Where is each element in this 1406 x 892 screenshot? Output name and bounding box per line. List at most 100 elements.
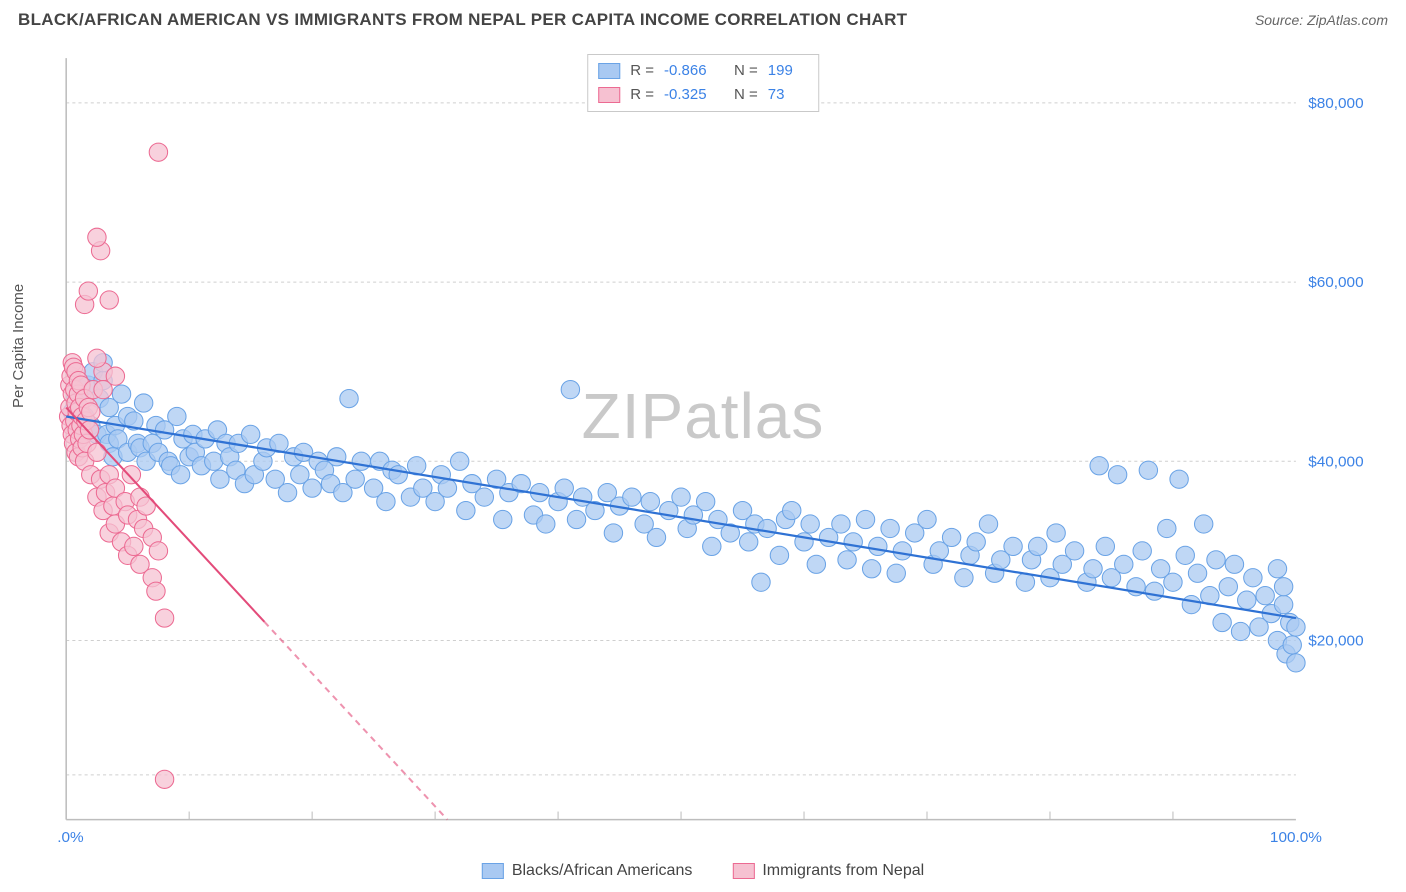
data-point-blue (752, 573, 770, 591)
data-point-blue (623, 488, 641, 506)
data-point-pink (149, 143, 167, 161)
data-point-blue (438, 479, 456, 497)
x-tick-label: 0.0% (58, 829, 84, 846)
data-point-blue (844, 533, 862, 551)
data-point-blue (1115, 555, 1133, 573)
data-point-blue (1004, 537, 1022, 555)
data-point-blue (672, 488, 690, 506)
data-point-blue (567, 510, 585, 528)
data-point-blue (807, 555, 825, 573)
legend-swatch (732, 863, 754, 879)
data-point-blue (1188, 564, 1206, 582)
regression-line-pink-dashed (264, 622, 447, 820)
stats-row-pink: R =-0.325N =73 (598, 83, 808, 107)
data-point-pink (147, 582, 165, 600)
legend-swatch (482, 863, 504, 879)
data-point-blue (352, 452, 370, 470)
data-point-blue (869, 537, 887, 555)
data-point-blue (241, 425, 259, 443)
stat-n-label: N = (734, 83, 758, 107)
data-point-blue (1182, 596, 1200, 614)
data-point-blue (758, 519, 776, 537)
data-point-pink (94, 380, 112, 398)
data-point-blue (1287, 654, 1305, 672)
data-point-blue (838, 551, 856, 569)
data-point-blue (1287, 618, 1305, 636)
bottom-legend: Blacks/African Americans Immigrants from … (482, 862, 924, 880)
data-point-blue (1145, 582, 1163, 600)
data-point-blue (641, 492, 659, 510)
legend-item: Immigrants from Nepal (732, 862, 924, 880)
data-point-blue (739, 533, 757, 551)
data-point-blue (1231, 622, 1249, 640)
data-point-pink (88, 349, 106, 367)
stats-row-blue: R =-0.866N =199 (598, 59, 808, 83)
legend-label: Blacks/African Americans (512, 862, 693, 880)
chart-title: BLACK/AFRICAN AMERICAN VS IMMIGRANTS FRO… (18, 10, 907, 30)
data-point-blue (377, 492, 395, 510)
data-point-blue (703, 537, 721, 555)
data-point-pink (88, 443, 106, 461)
data-point-blue (389, 466, 407, 484)
data-point-blue (1194, 515, 1212, 533)
data-point-blue (1268, 560, 1286, 578)
data-point-blue (1158, 519, 1176, 537)
stat-n-label: N = (734, 59, 758, 83)
data-point-blue (303, 479, 321, 497)
data-point-blue (346, 470, 364, 488)
source-name: ZipAtlas.com (1307, 12, 1388, 28)
data-point-pink (125, 537, 143, 555)
stat-r-value-pink: -0.325 (664, 83, 724, 107)
data-point-blue (1096, 537, 1114, 555)
stat-n-value-blue: 199 (768, 59, 808, 83)
data-point-blue (1219, 578, 1237, 596)
data-point-pink (79, 282, 97, 300)
stat-r-value-blue: -0.866 (664, 59, 724, 83)
y-axis-label: Per Capita Income (10, 284, 27, 408)
data-point-blue (171, 466, 189, 484)
y-tick-label: $40,000 (1308, 453, 1363, 470)
x-tick-label: 100.0% (1270, 829, 1322, 846)
data-point-pink (155, 609, 173, 627)
data-point-pink (88, 228, 106, 246)
data-point-blue (457, 501, 475, 519)
data-point-blue (856, 510, 874, 528)
data-point-blue (1274, 578, 1292, 596)
chart-source: Source: ZipAtlas.com (1255, 12, 1388, 28)
regression-line-blue (66, 416, 1296, 618)
data-point-blue (1164, 573, 1182, 591)
y-tick-label: $20,000 (1308, 633, 1363, 650)
data-point-blue (647, 528, 665, 546)
data-point-blue (561, 380, 579, 398)
scatter-plot: $20,000$40,000$60,000$80,0000.0%100.0% (58, 48, 1388, 848)
data-point-blue (887, 564, 905, 582)
data-point-blue (893, 542, 911, 560)
data-point-blue (1028, 537, 1046, 555)
data-point-blue (1176, 546, 1194, 564)
source-label: Source: (1255, 12, 1303, 28)
data-point-pink (122, 466, 140, 484)
data-point-blue (1065, 542, 1083, 560)
data-point-blue (881, 519, 899, 537)
data-point-blue (918, 510, 936, 528)
data-point-blue (340, 389, 358, 407)
data-point-blue (475, 488, 493, 506)
data-point-blue (604, 524, 622, 542)
legend-item: Blacks/African Americans (482, 862, 693, 880)
swatch-blue (598, 63, 620, 79)
legend-label: Immigrants from Nepal (762, 862, 924, 880)
data-point-blue (783, 501, 801, 519)
chart-header: BLACK/AFRICAN AMERICAN VS IMMIGRANTS FRO… (0, 0, 1406, 36)
data-point-blue (832, 515, 850, 533)
data-point-blue (955, 569, 973, 587)
data-point-blue (1090, 457, 1108, 475)
data-point-blue (801, 515, 819, 533)
data-point-blue (205, 452, 223, 470)
data-point-blue (537, 515, 555, 533)
stat-r-label: R = (630, 83, 654, 107)
data-point-blue (211, 470, 229, 488)
y-tick-label: $80,000 (1308, 95, 1363, 112)
data-point-blue (1084, 560, 1102, 578)
data-point-blue (134, 394, 152, 412)
swatch-pink (598, 87, 620, 103)
